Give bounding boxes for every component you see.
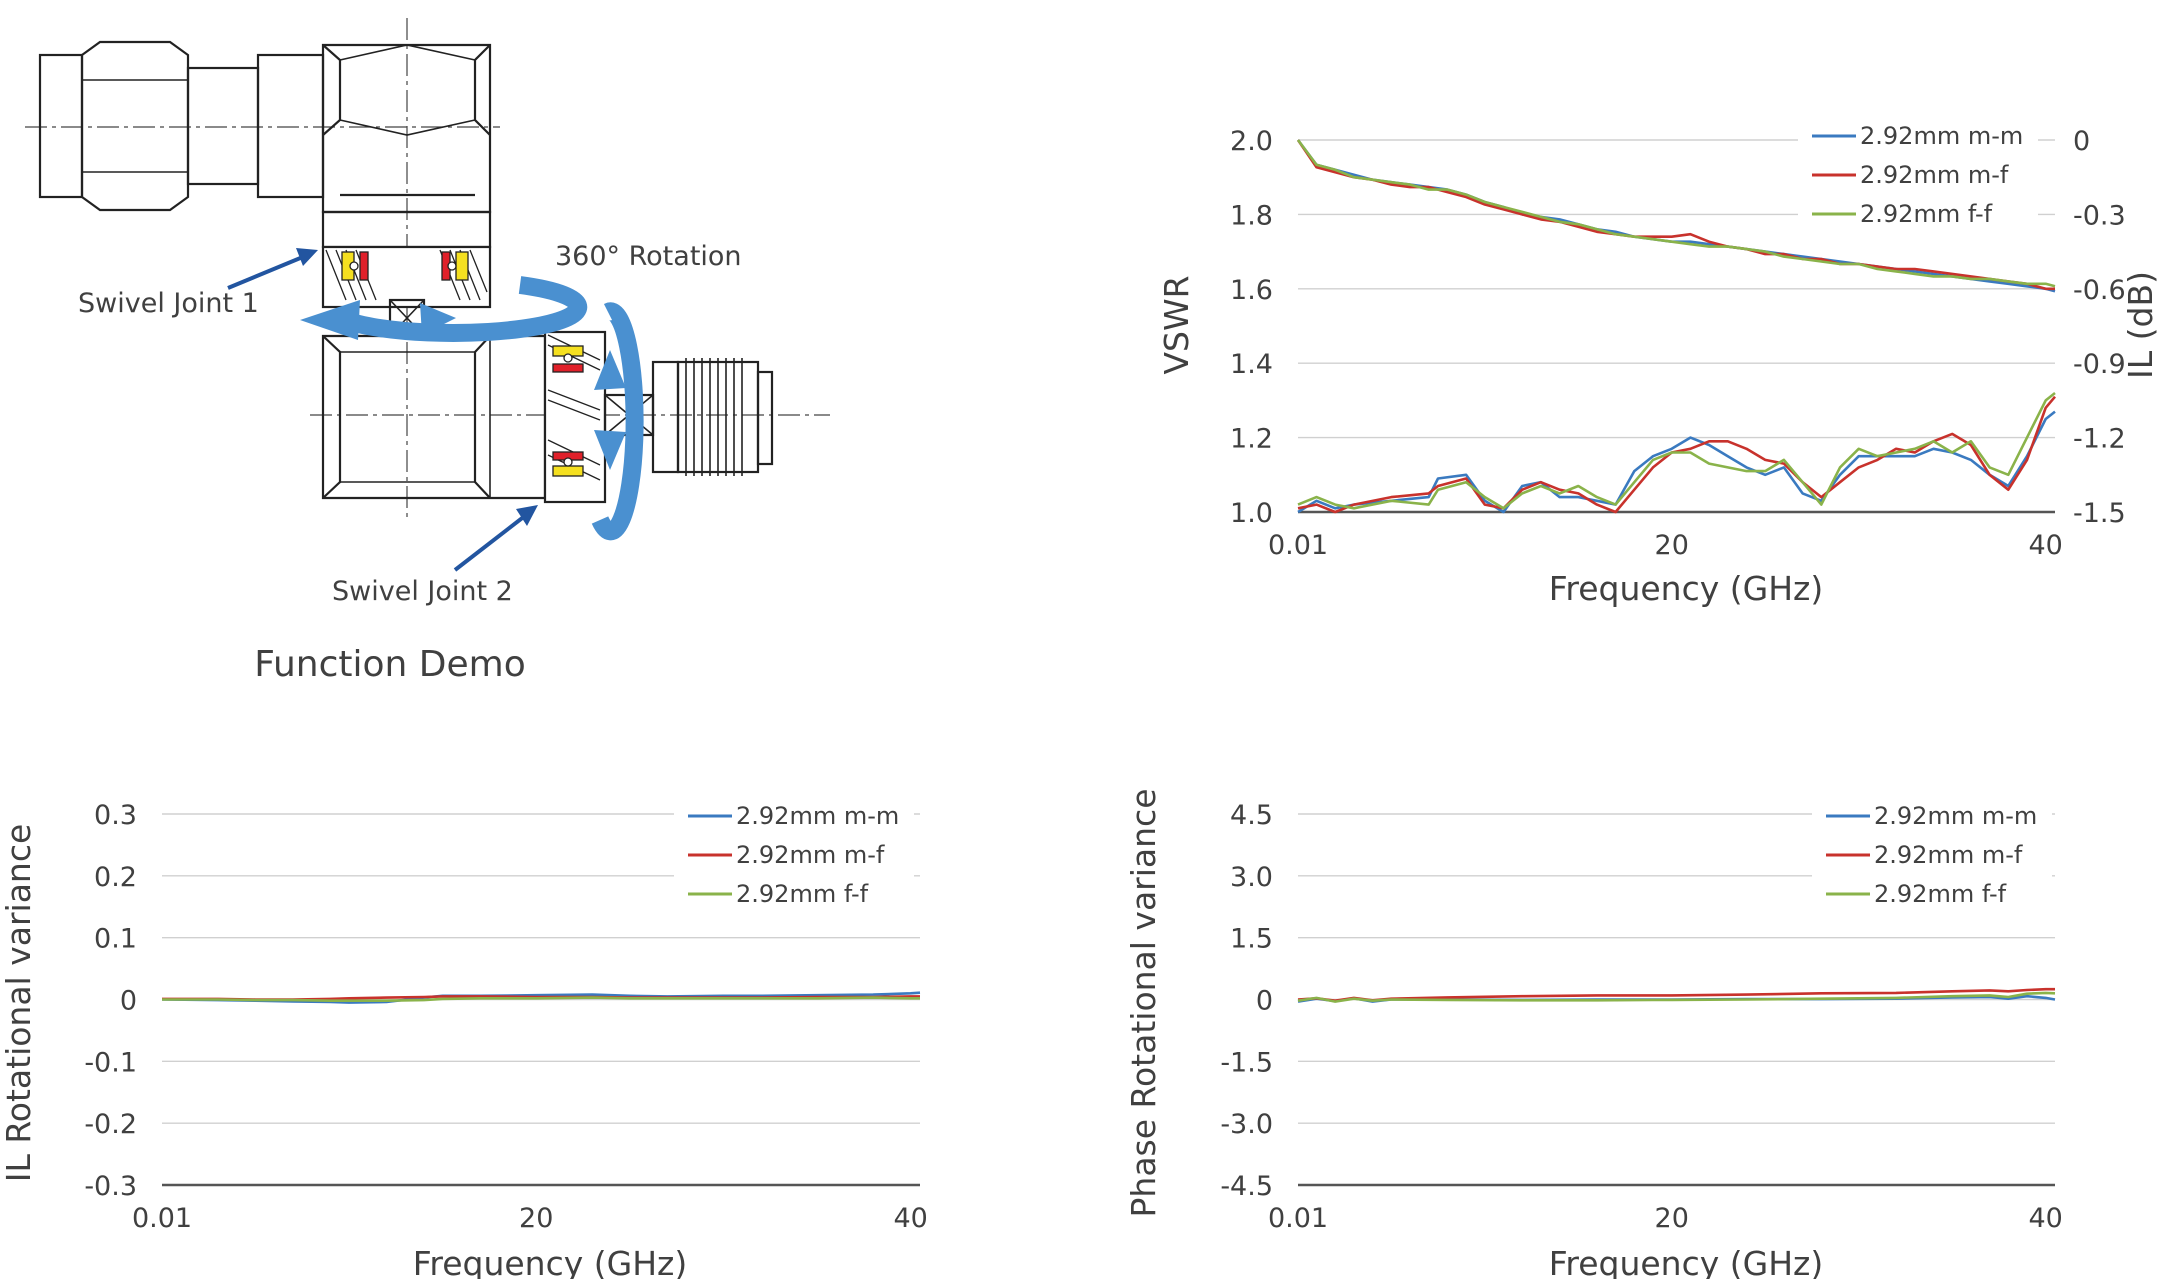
- y2-tick-label: -0.6: [2073, 275, 2126, 306]
- series-line-2-92mm-f-f: [162, 996, 920, 1003]
- y-tick-label: 0.1: [94, 924, 137, 955]
- x-tick-label: 20: [1655, 1203, 1689, 1234]
- x-tick-label: 0.01: [132, 1203, 192, 1234]
- bearing-red-2a: [552, 363, 584, 373]
- x-tick-label: 0.01: [1268, 530, 1328, 561]
- pointer-arrow-joint-1: [227, 252, 311, 290]
- y2-tick-label: -0.9: [2073, 349, 2126, 380]
- x-tick-label: 0.01: [1268, 1203, 1328, 1234]
- y-tick-label: 1.4: [1230, 349, 1273, 380]
- il-rotational-variance-chart: -0.3 -0.2 -0.1 0 0.1 0.2 0.3 0.01 20 40 Frequenc…: [0, 800, 928, 1279]
- y-tick-label: 1.0: [1230, 498, 1273, 529]
- pointer-arrowhead-joint-2: [516, 505, 538, 526]
- joint1-label: Swivel Joint 1: [78, 288, 259, 319]
- y-axis-title: IL Rotational variance: [0, 824, 38, 1183]
- bearing-red-1a: [359, 251, 369, 281]
- x-axis-title: Frequency (GHz): [413, 1244, 687, 1279]
- x-tick-label: 40: [2028, 1203, 2062, 1234]
- rotation-label: 360° Rotation: [555, 241, 742, 272]
- vswr-il-chart: 1.0 1.2 1.4 1.6 1.8 2.0 -1.5 -1.2 -0.9 -0.6 -0.3 0…: [1157, 120, 2160, 608]
- legend-entry: 2.92mm f-f: [1860, 200, 1993, 228]
- y-tick-label: 0: [120, 986, 137, 1017]
- x-tick-label: 20: [519, 1203, 553, 1234]
- y-tick-label: -1.5: [1220, 1047, 1273, 1078]
- legend: 2.92mm m-m 2.92mm m-f 2.92mm f-f: [674, 800, 914, 918]
- y-tick-label: 1.2: [1230, 424, 1273, 455]
- y-tick-label: 2.0: [1230, 126, 1273, 157]
- series-line-2-92mm-f-f: [1297, 391, 2056, 510]
- y-tick-label: -3.0: [1220, 1109, 1273, 1140]
- y2-tick-label: -1.5: [2073, 498, 2126, 529]
- bottom-body: [321, 334, 547, 500]
- y-tick-label: 0.3: [94, 800, 137, 831]
- legend-entry: 2.92mm f-f: [736, 880, 869, 908]
- y-axis-title: Phase Rotational variance: [1124, 789, 1163, 1218]
- right-connector: [651, 358, 774, 476]
- legend-entry: 2.92mm m-m: [736, 802, 899, 830]
- series-line-2-92mm-m-f: [1297, 395, 2056, 514]
- joint2-label: Swivel Joint 2: [332, 576, 513, 607]
- legend: 2.92mm m-m 2.92mm m-f 2.92mm f-f: [1798, 120, 2038, 238]
- y-tick-label: 0.2: [94, 862, 137, 893]
- y2-tick-label: -0.3: [2073, 200, 2126, 231]
- top-connector: [38, 40, 492, 214]
- series-line-2-92mm-f-f: [1297, 991, 2056, 1003]
- swivel-joint-2-body: [543, 330, 655, 504]
- y-tick-label: 1.8: [1230, 200, 1273, 231]
- legend-entry: 2.92mm m-m: [1874, 802, 2037, 830]
- pointer-arrow-joint-2: [453, 510, 532, 572]
- y2-axis-title: IL (dB): [2121, 271, 2160, 379]
- y-tick-label: -4.5: [1220, 1171, 1273, 1202]
- legend-entry: 2.92mm f-f: [1874, 880, 2007, 908]
- pointer-arrowhead-joint-1: [296, 248, 318, 266]
- rotation-arrow-vertical: [591, 302, 644, 541]
- x-tick-label: 20: [1655, 530, 1689, 561]
- legend-background: [1812, 800, 2052, 918]
- y2-tick-label: 0: [2073, 126, 2090, 157]
- diagram-caption: Function Demo: [254, 644, 526, 685]
- legend: 2.92mm m-m 2.92mm m-f 2.92mm f-f: [1812, 800, 2052, 918]
- bearing-yellow-1b: [455, 251, 469, 281]
- legend-entry: 2.92mm m-f: [736, 841, 885, 869]
- y-tick-label: 1.5: [1230, 924, 1273, 955]
- legend-entry: 2.92mm m-f: [1860, 161, 2009, 189]
- y-tick-label: -0.3: [84, 1171, 137, 1202]
- y-tick-label: 1.6: [1230, 275, 1273, 306]
- x-tick-label: 40: [2028, 530, 2062, 561]
- y-tick-label: -0.2: [84, 1109, 137, 1140]
- phase-rotational-variance-chart: -4.5 -3.0 -1.5 0 1.5 3.0 4.5 0.01 20 40 Frequenc…: [1124, 789, 2063, 1279]
- y-tick-label: 0: [1256, 986, 1273, 1017]
- y-tick-label: 4.5: [1230, 800, 1273, 831]
- x-tick-label: 40: [893, 1203, 927, 1234]
- swivel-joint-1-body: [321, 210, 492, 338]
- y-axis-title: VSWR: [1157, 275, 1196, 374]
- series-line-2-92mm-m-m: [1297, 410, 2056, 514]
- series-line-2-92mm-m-f: [1296, 139, 2055, 291]
- swivel-adapter-diagram: 360° Rotation Swivel Joint 1 Swivel Join…: [25, 18, 830, 685]
- y-tick-label: -0.1: [84, 1047, 137, 1078]
- legend-background: [1798, 120, 2038, 238]
- y-tick-label: 3.0: [1230, 862, 1273, 893]
- y2-tick-label: -1.2: [2073, 424, 2126, 455]
- legend-entry: 2.92mm m-f: [1874, 841, 2023, 869]
- bearing-yellow-2b: [552, 465, 584, 477]
- legend-entry: 2.92mm m-m: [1860, 122, 2023, 150]
- x-axis-title: Frequency (GHz): [1549, 569, 1823, 608]
- series-line-2-92mm-f-f: [1296, 139, 2056, 288]
- legend-background: [674, 800, 914, 918]
- x-axis-title: Frequency (GHz): [1549, 1244, 1823, 1279]
- rotation-arrow-horizontal: [300, 276, 588, 342]
